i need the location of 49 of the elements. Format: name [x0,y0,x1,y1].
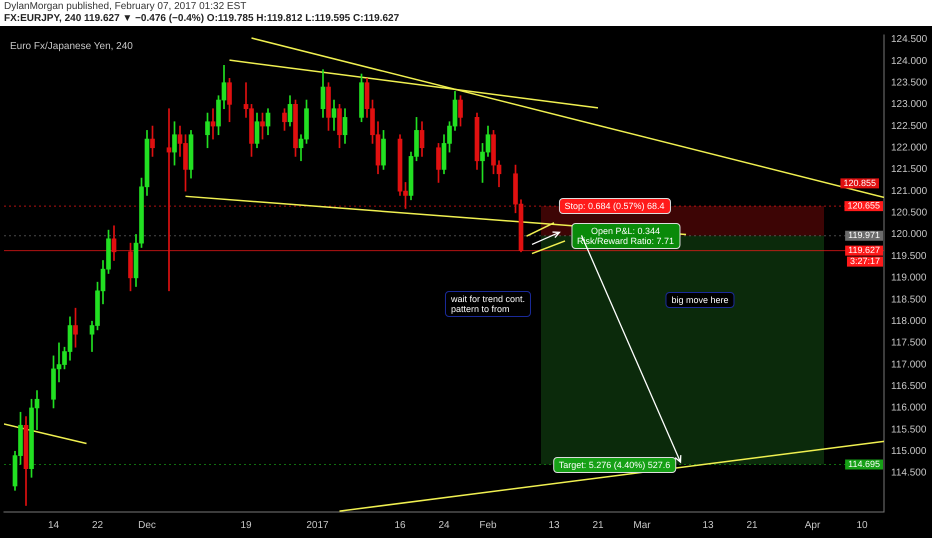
annotation: Target: 5.276 (4.40%) 527.6 [552,456,676,473]
y-tick-label: 120.000 [891,229,928,240]
x-tick-label: 16 [394,520,406,531]
y-tick-label: 119.500 [891,250,927,262]
x-tick-label: 21 [592,520,604,531]
y-tick-label: 124.500 [891,34,928,46]
x-tick-label: 13 [702,520,714,531]
y-tick-label: 123.000 [891,99,928,110]
y-tick-label: 121.500 [891,164,928,176]
ref-line-label: 120.655 [847,200,880,211]
y-tick-label: 114.500 [891,468,927,479]
y-tick-label: 118.500 [891,294,927,306]
y-tick-label: 116.500 [891,380,927,392]
y-tick-label: 123.500 [891,77,928,88]
x-tick-label: 22 [92,520,104,531]
x-tick-label: 10 [856,520,868,531]
x-tick-label: Dec [138,520,156,531]
x-tick-label: Feb [479,520,498,531]
annotation: big move here [665,292,735,308]
text: DylanMorgan published, February 07, 2017 01:32 EST [4,1,248,13]
ref-line-label: 114.695 [848,459,880,469]
y-tick-label: 115.000 [891,446,927,458]
x-tick-label: 21 [746,520,758,531]
x-tick-label: 13 [548,520,560,531]
data-label: 120.855 [843,178,876,188]
x-tick-label: 2017 [306,520,330,531]
y-tick-label: 121.000 [891,186,928,197]
chart-subtitle: FX:EURJPY, 240 119.627 ▼ −0.476 (−0.4%) O:119.785 H:119.812 L:119.595 C:119.627 [4,13,400,25]
x-tick-label: Apr [804,520,821,531]
y-tick-label: 116.000 [891,402,927,414]
ref-line-label: 119.971 [848,230,880,240]
x-tick-label: 14 [48,520,60,531]
ref-line-label: 119.627 [848,245,880,256]
text: Euro Fx/Japanese Yen, 240 [10,40,134,52]
annotation: Stop: 0.684 (0.57%) 68.4 [558,198,671,214]
y-tick-label: 120.500 [891,208,928,219]
y-tick-label: 122.500 [891,120,928,132]
y-tick-label: 115.500 [891,424,927,436]
y-tick-label: 118.000 [891,316,927,327]
x-tick-label: 24 [438,520,450,531]
annotation: wait for trend cont. pattern to from [444,291,532,317]
x-tick-label: Mar [633,520,652,531]
y-tick-label: 124.000 [891,56,928,67]
annotation: 3:27:17 [850,256,880,266]
y-tick-label: 117.000 [891,359,927,370]
y-tick-label: 119.000 [891,272,927,284]
y-tick-label: 122.000 [891,142,928,154]
x-tick-label: 19 [240,520,252,531]
y-tick-label: 117.500 [891,338,927,349]
